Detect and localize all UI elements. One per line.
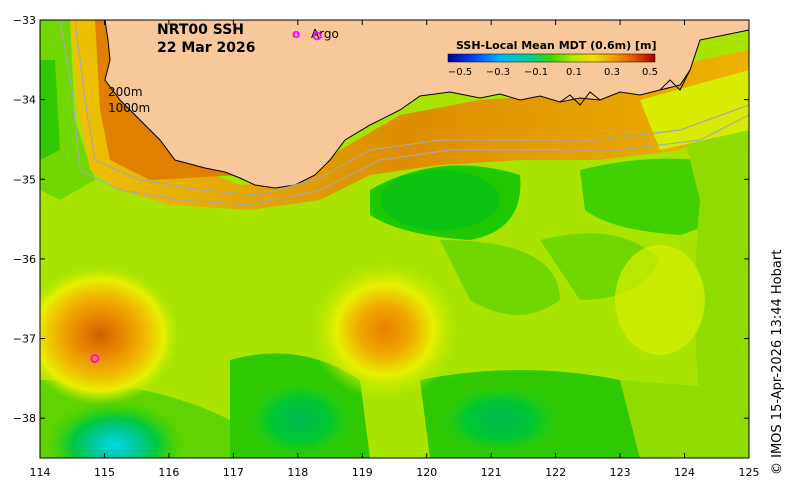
x-tick-label: 118 bbox=[287, 466, 308, 479]
x-tick-label: 121 bbox=[481, 466, 502, 479]
argo-float-marker bbox=[90, 354, 100, 363]
y-tick-label: −38 bbox=[13, 412, 36, 425]
y-axis: −33 −34 −35 −36 −37 −38 bbox=[13, 14, 749, 425]
plot-area bbox=[40, 20, 749, 458]
argo-legend-label: Argo bbox=[311, 27, 339, 41]
x-tick-label: 117 bbox=[223, 466, 244, 479]
x-tick-label: 124 bbox=[674, 466, 695, 479]
credit-text: © IMOS 15-Apr-2026 13:44 Hobart bbox=[770, 249, 785, 475]
isobath-label-200m: 200m bbox=[108, 85, 143, 99]
colorbar-tick-label: −0.1 bbox=[524, 67, 548, 78]
colorbar: SSH-Local Mean MDT (0.6m) [m] −0.5 −0.3 −0… bbox=[447, 39, 658, 78]
colorbar-title: SSH-Local Mean MDT (0.6m) [m] bbox=[456, 39, 656, 52]
colorbar-tick-label: 0.5 bbox=[642, 67, 658, 78]
title-line1: NRT00 SSH bbox=[157, 22, 244, 38]
x-tick-label: 120 bbox=[416, 466, 437, 479]
colorbar-gradient bbox=[447, 53, 656, 63]
x-tick-label: 123 bbox=[610, 466, 631, 479]
colorbar-tick-label: 0.1 bbox=[566, 67, 582, 78]
x-tick-label: 125 bbox=[739, 466, 760, 479]
y-tick-label: −33 bbox=[13, 14, 36, 27]
argo-floats bbox=[90, 31, 322, 363]
x-tick-label: 119 bbox=[352, 466, 373, 479]
x-tick-label: 114 bbox=[30, 466, 51, 479]
plot-frame bbox=[39, 19, 750, 459]
isobath-label-1000m: 1000m bbox=[108, 101, 150, 115]
x-axis: 114 115 116 117 118 119 120 121 122 123 124 125 bbox=[30, 20, 760, 479]
title-line2: 22 Mar 2026 bbox=[157, 40, 255, 56]
x-tick-label: 116 bbox=[158, 466, 179, 479]
argo-float-marker bbox=[312, 31, 322, 41]
colorbar-tick-label: 0.3 bbox=[604, 67, 620, 78]
y-tick-label: −36 bbox=[13, 253, 36, 266]
x-tick-label: 122 bbox=[545, 466, 566, 479]
argo-legend-symbol: o bbox=[292, 27, 300, 41]
y-tick-label: −34 bbox=[13, 94, 36, 107]
x-tick-label: 115 bbox=[94, 466, 115, 479]
y-tick-label: −35 bbox=[13, 173, 36, 186]
y-tick-label: −37 bbox=[13, 333, 36, 346]
colorbar-tick-label: −0.5 bbox=[448, 67, 472, 78]
colorbar-tick-label: −0.3 bbox=[486, 67, 510, 78]
